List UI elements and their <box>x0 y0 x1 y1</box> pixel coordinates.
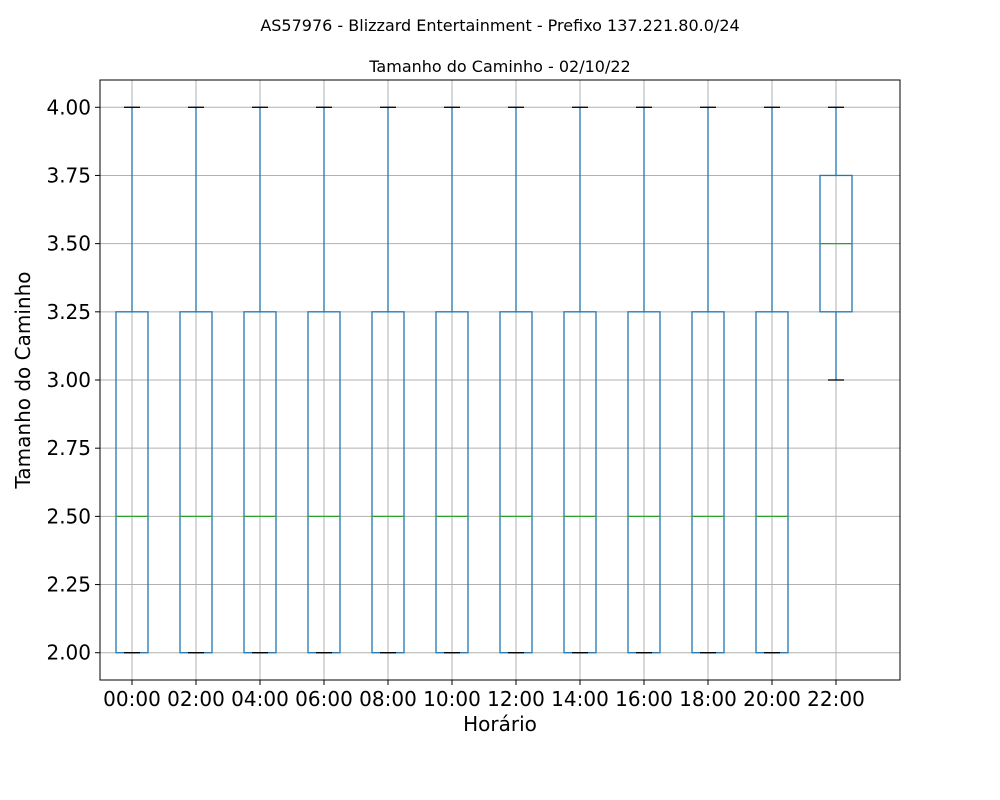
chart-title: Tamanho do Caminho - 02/10/22 <box>368 57 630 76</box>
box-2200 <box>819 106 853 381</box>
y-tick-label: 3.00 <box>46 368 91 392</box>
x-tick-label: 22:00 <box>807 687 865 711</box>
y-tick-label: 2.00 <box>46 641 91 665</box>
box-0600 <box>307 106 341 654</box>
x-tick-label: 02:00 <box>167 687 225 711</box>
y-tick-label: 2.50 <box>46 504 91 528</box>
y-axis-label: Tamanho do Caminho <box>11 272 35 490</box>
x-axis-label: Horário <box>463 712 537 736</box>
box-0800 <box>371 106 405 654</box>
box-series <box>115 106 853 654</box>
box-0200 <box>179 106 213 654</box>
figure-suptitle: AS57976 - Blizzard Entertainment - Prefi… <box>260 16 739 35</box>
y-tick-label: 3.75 <box>46 163 91 187</box>
box-0400 <box>243 106 277 654</box>
x-tick-label: 06:00 <box>295 687 353 711</box>
box-2000 <box>755 106 789 654</box>
x-tick-label: 04:00 <box>231 687 289 711</box>
x-tick-label: 16:00 <box>615 687 673 711</box>
y-tick-label: 2.25 <box>46 573 91 597</box>
box-0000 <box>115 106 149 654</box>
box-1600 <box>627 106 661 654</box>
y-tick-label: 2.75 <box>46 436 91 460</box>
x-tick-label: 20:00 <box>743 687 801 711</box>
x-tick-label: 18:00 <box>679 687 737 711</box>
box-1400 <box>563 106 597 654</box>
x-tick-label: 10:00 <box>423 687 481 711</box>
x-tick-label: 00:00 <box>103 687 161 711</box>
y-tick-label: 4.00 <box>46 95 91 119</box>
box-1000 <box>435 106 469 654</box>
x-tick-label: 08:00 <box>359 687 417 711</box>
box-1200 <box>499 106 533 654</box>
y-axis-ticks: 2.00 2.25 2.50 2.75 3.00 3.25 3.50 3.75 4.00 <box>46 95 100 665</box>
x-tick-label: 12:00 <box>487 687 545 711</box>
y-tick-label: 3.25 <box>46 300 91 324</box>
y-tick-label: 3.50 <box>46 232 91 256</box>
x-axis-ticks: 00:00 02:00 04:00 06:00 08:00 10:00 12:00 14:00… <box>103 680 865 711</box>
x-tick-label: 14:00 <box>551 687 609 711</box>
box-1800 <box>691 106 725 654</box>
